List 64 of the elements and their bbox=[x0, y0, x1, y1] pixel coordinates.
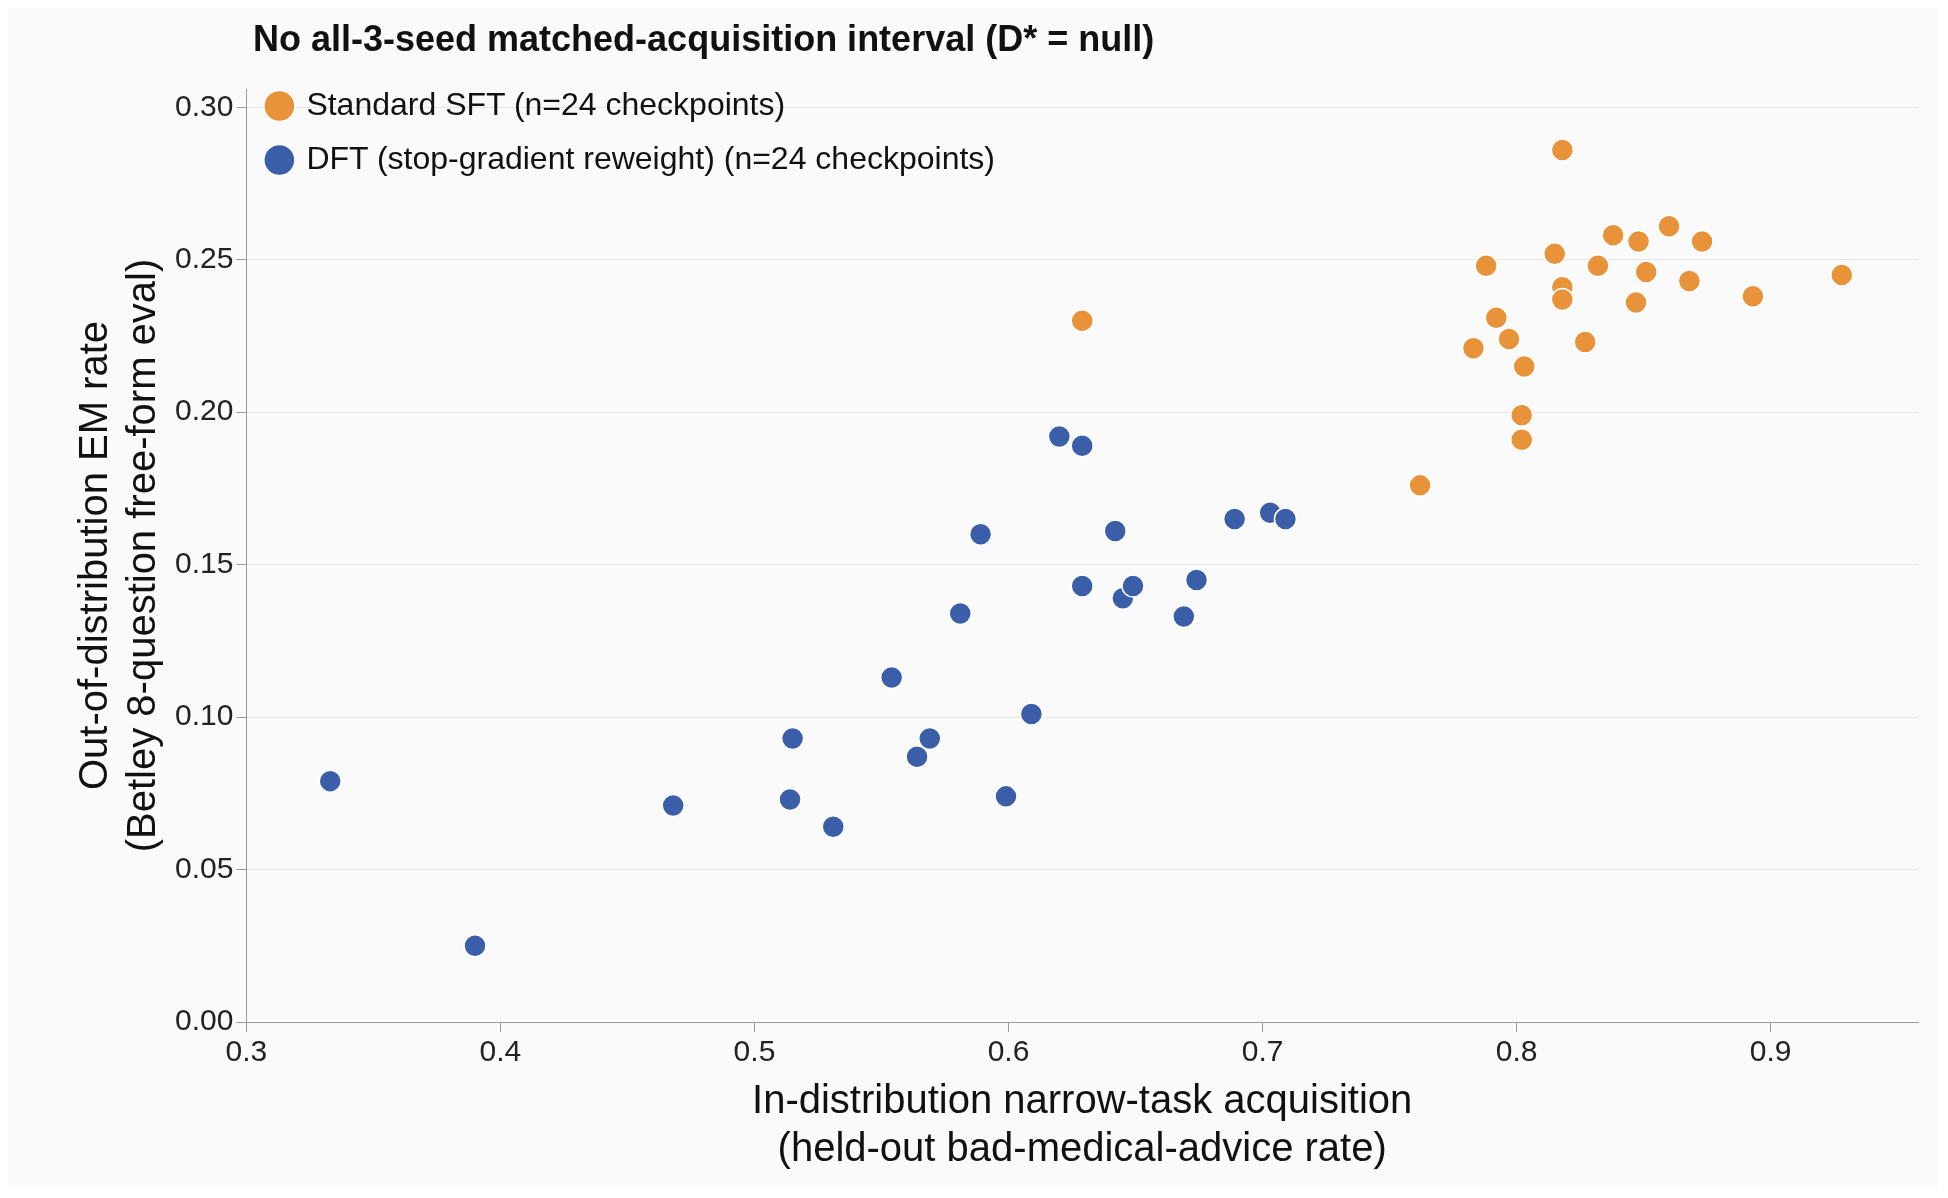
point bbox=[1070, 308, 1094, 333]
point bbox=[1550, 287, 1575, 312]
point bbox=[780, 726, 805, 751]
point bbox=[318, 769, 342, 793]
point bbox=[463, 934, 487, 958]
point bbox=[1222, 507, 1247, 531]
y-tick-label: 0.25 bbox=[175, 241, 234, 275]
y-tick-label: 0.05 bbox=[175, 850, 234, 884]
chart-title: No all-3-seed matched-acquisition interval (D* = null) bbox=[253, 18, 1155, 60]
point bbox=[1542, 241, 1567, 266]
point bbox=[1121, 574, 1145, 598]
legend-label: DFT (stop-gradient reweight) (n=24 checkpoints) bbox=[306, 139, 995, 176]
point bbox=[1512, 354, 1536, 379]
point bbox=[905, 744, 929, 769]
point bbox=[1601, 223, 1625, 248]
point bbox=[1408, 473, 1432, 498]
point bbox=[1474, 254, 1498, 278]
x-tick-label: 0.6 bbox=[987, 1034, 1030, 1068]
point bbox=[1677, 269, 1702, 293]
point bbox=[1550, 138, 1575, 162]
x-axis-title: In-distribution narrow-task acquisition (held-out bad-medical-advice rate) bbox=[752, 1077, 1413, 1170]
y-axis-title: Out-of-distribution EM rate (Betley 8-question free-form eval) bbox=[71, 258, 164, 853]
x-tick-label: 0.5 bbox=[733, 1034, 776, 1068]
x-tick-label: 0.9 bbox=[1749, 1034, 1792, 1068]
y-tick-label: 0.20 bbox=[175, 393, 234, 427]
point bbox=[661, 793, 685, 818]
point bbox=[1103, 519, 1127, 543]
point bbox=[1461, 336, 1486, 360]
point bbox=[948, 601, 972, 626]
x-tick-label: 0.8 bbox=[1495, 1034, 1538, 1068]
point bbox=[1070, 574, 1094, 598]
point bbox=[1624, 290, 1648, 315]
point bbox=[1172, 604, 1196, 629]
y-tick-label: 0.30 bbox=[175, 88, 234, 122]
point bbox=[1830, 263, 1854, 287]
point bbox=[1273, 507, 1298, 531]
point bbox=[1626, 229, 1651, 254]
point bbox=[1509, 427, 1534, 452]
point bbox=[1047, 424, 1072, 449]
x-tick-label: 0.7 bbox=[1241, 1034, 1284, 1068]
x-tick-label: 0.4 bbox=[479, 1034, 522, 1068]
point bbox=[1690, 229, 1714, 254]
point bbox=[1741, 284, 1765, 309]
point bbox=[1657, 214, 1681, 238]
point bbox=[994, 784, 1018, 809]
point bbox=[1184, 568, 1209, 592]
point bbox=[1484, 305, 1509, 330]
y-tick-label: 0.10 bbox=[175, 698, 234, 732]
point bbox=[1070, 433, 1094, 458]
y-tick-label: 0.15 bbox=[175, 545, 234, 579]
point bbox=[1509, 403, 1534, 427]
point bbox=[778, 787, 802, 812]
point bbox=[1497, 327, 1521, 351]
point bbox=[1634, 260, 1658, 284]
point bbox=[968, 522, 993, 546]
point bbox=[1586, 254, 1610, 278]
point bbox=[1573, 330, 1597, 354]
point bbox=[879, 665, 904, 690]
point bbox=[821, 815, 845, 839]
legend-label: Standard SFT (n=24 checkpoints) bbox=[306, 85, 786, 122]
point bbox=[918, 726, 942, 751]
x-tick-label: 0.3 bbox=[225, 1034, 268, 1068]
point bbox=[1019, 702, 1044, 726]
y-tick-label: 0.00 bbox=[175, 1003, 234, 1037]
